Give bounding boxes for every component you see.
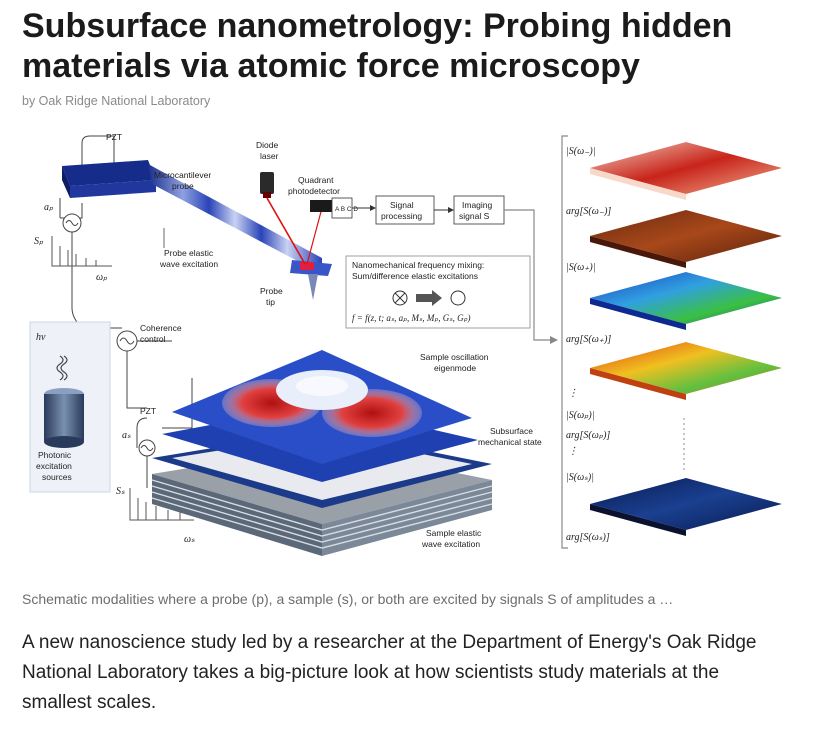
- subsurface-label-1: Subsurface: [490, 426, 533, 436]
- imaging-signal-label-2: signal S: [459, 211, 490, 221]
- photonic-label-1: Photonic: [38, 450, 72, 460]
- ss-label: Sₛ: [116, 486, 125, 497]
- imaging-signal-label-1: Imaging: [462, 200, 493, 210]
- sample-osc-label-1: Sample oscillation: [420, 352, 489, 362]
- signal-processing-label-2: processing: [381, 211, 422, 221]
- mixing-formula: f = f(z, t; aₛ, aₚ, Mₛ, Mₚ, Gₛ, Gₚ): [352, 313, 470, 323]
- hv-label: hv: [36, 332, 46, 343]
- signal-processing-label-1: Signal: [390, 200, 414, 210]
- microcantilever-probe: [62, 160, 332, 300]
- quad-cells-text: A B C D: [335, 206, 358, 213]
- stack-label-5: arg[S(ωₚ)]: [566, 430, 610, 441]
- probe-excitation-circuit: [59, 135, 193, 488]
- sp-label: Sₚ: [34, 236, 44, 247]
- ap-label: aₚ: [44, 202, 54, 213]
- figure-caption[interactable]: Schematic modalities where a probe (p), …: [22, 591, 674, 607]
- sample-elastic-label-2: wave excitation: [421, 539, 480, 549]
- sample-osc-label-2: eigenmode: [434, 363, 476, 373]
- figure-schematic: PZT aₚ Sₚ ωₚ Microcantilever probe Probe…: [29, 132, 782, 556]
- stack-label-6: |S(ωₛ)|: [566, 472, 594, 483]
- photonic-label-3: sources: [42, 472, 72, 482]
- mixing-label-2: Sum/difference elastic excitations: [352, 271, 478, 281]
- pzt-bottom-label: PZT: [140, 406, 156, 416]
- subsurface-label-2: mechanical state: [478, 437, 542, 447]
- article-byline: by Oak Ridge National Laboratory: [22, 94, 211, 108]
- sample-elastic-label-1: Sample elastic: [426, 528, 482, 538]
- mixing-label-1: Nanomechanical frequency mixing:: [352, 260, 484, 270]
- map-stack-bracket: [561, 135, 568, 549]
- stack-dots-1: ⋮: [568, 388, 578, 399]
- quadrant-photodetector: A B C D: [310, 197, 358, 219]
- microcantilever-label-2: probe: [172, 181, 194, 191]
- ws-label: ωₛ: [184, 534, 195, 545]
- quadrant-label-1: Quadrant: [298, 175, 334, 185]
- coherence-label-2: control: [140, 334, 166, 344]
- probe-elastic-label-1: Probe elastic: [164, 248, 214, 258]
- diode-label-1: Diode: [256, 140, 278, 150]
- as-label: aₛ: [122, 430, 131, 441]
- diode-laser: [260, 172, 323, 265]
- stack-label-1: arg[S(ω₋)]: [566, 206, 611, 217]
- wp-label: ωₚ: [96, 272, 108, 283]
- probe-spectrum-plot: [51, 236, 112, 267]
- article-title: Subsurface nanometrology: Probing hidden…: [22, 7, 733, 85]
- response-maps: [590, 142, 782, 536]
- stack-label-7: arg[S(ωₛ)]: [566, 532, 610, 543]
- probe-tip-label-2: tip: [266, 297, 275, 307]
- photonic-label-2: excitation: [36, 461, 72, 471]
- sample-spectrum-plot: [129, 488, 194, 521]
- microcantilever-label-1: Microcantilever: [154, 170, 211, 180]
- stack-label-3: arg[S(ω₊)]: [566, 334, 611, 345]
- quadrant-label-2: photodetector: [288, 186, 340, 196]
- coherence-label-1: Coherence: [140, 323, 182, 333]
- diode-label-2: laser: [260, 151, 279, 161]
- signal-processing-block: Signal processing Imaging signal S: [352, 195, 558, 344]
- frequency-mixing-box: Nanomechanical frequency mixing: Sum/dif…: [345, 255, 531, 329]
- article-lead-paragraph: A new nanoscience study led by a researc…: [22, 632, 757, 713]
- stack-label-0: |S(ω₋)|: [566, 146, 596, 157]
- probe-tip-label-1: Probe: [260, 286, 283, 296]
- stack-dots-2: ⋮: [568, 446, 578, 457]
- article-figure[interactable]: PZT aₚ Sₚ ωₚ Microcantilever probe Probe…: [22, 128, 794, 574]
- pzt-top-label: PZT: [106, 132, 122, 142]
- sample-layers: [151, 350, 493, 556]
- probe-elastic-label-2: wave excitation: [159, 259, 218, 269]
- stack-label-4: |S(ωₚ)|: [566, 410, 595, 421]
- stack-label-2: |S(ω₊)|: [566, 262, 596, 273]
- photonic-excitation-source: [29, 321, 111, 493]
